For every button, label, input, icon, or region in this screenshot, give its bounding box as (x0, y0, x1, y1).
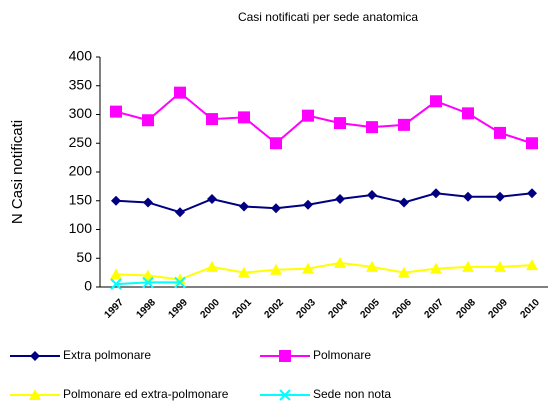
data-point (238, 266, 250, 278)
data-point (462, 260, 474, 272)
data-point (495, 191, 505, 202)
y-tick-label: 300 (69, 105, 93, 121)
data-point (111, 195, 121, 206)
y-tick-label: 100 (69, 220, 93, 236)
legend-marker (279, 350, 291, 362)
data-point (334, 256, 346, 268)
x-tick-label: 2007 (422, 297, 446, 321)
data-point (270, 263, 282, 275)
data-point (526, 259, 538, 271)
y-tick-label: 150 (69, 191, 93, 207)
y-axis-label: N Casi notificati (9, 120, 26, 224)
legend-marker (279, 389, 291, 401)
chart-title: Casi notificati per sede anatomica (238, 10, 418, 24)
data-point (142, 114, 154, 127)
x-tick-label: 2004 (326, 297, 350, 321)
data-point (174, 86, 186, 99)
data-point (494, 126, 506, 139)
x-tick-label: 2009 (486, 297, 510, 321)
series-line (115, 261, 533, 281)
data-point (175, 207, 185, 218)
y-tick-label: 200 (69, 163, 93, 179)
x-tick-label: 2010 (518, 297, 542, 321)
x-tick-label: 2001 (230, 297, 254, 321)
y-tick-label: 350 (69, 76, 93, 92)
legend-label: Extra polmonare (63, 348, 151, 362)
data-point (462, 107, 474, 120)
data-point (335, 194, 345, 205)
data-point (206, 113, 218, 126)
data-point (174, 276, 186, 289)
x-tick-label: 1999 (166, 297, 190, 321)
data-point (142, 269, 154, 281)
data-point (143, 197, 153, 208)
data-point (239, 201, 249, 212)
y-tick-label: 0 (84, 278, 92, 294)
x-tick-label: 2003 (294, 297, 318, 321)
data-point (110, 105, 122, 118)
x-tick-label: 2002 (262, 297, 286, 321)
data-point (526, 137, 538, 150)
y-tick-label: 400 (69, 48, 93, 64)
x-tick-label: 2006 (390, 297, 414, 321)
series-line (115, 192, 533, 214)
data-point (110, 268, 122, 280)
x-tick-label: 2000 (198, 297, 222, 321)
x-tick-label: 1998 (134, 297, 158, 321)
data-point (238, 111, 250, 124)
legend-marker (30, 351, 40, 361)
data-point (302, 262, 314, 274)
data-point (206, 260, 218, 272)
legend-label: Polmonare ed extra-polmonare (63, 387, 229, 401)
data-point (430, 262, 442, 274)
data-point (110, 278, 122, 290)
y-tick-label: 50 (76, 249, 92, 265)
data-point (463, 191, 473, 202)
data-point (302, 109, 314, 122)
x-tick-label: 2008 (454, 297, 478, 321)
data-point (366, 260, 378, 272)
data-point (430, 95, 442, 108)
data-point (431, 188, 441, 199)
data-point (207, 194, 217, 205)
data-point (303, 199, 313, 210)
x-tick-label: 1997 (102, 297, 126, 321)
legend-marker (29, 389, 41, 400)
data-point (271, 203, 281, 214)
data-point (398, 266, 410, 278)
data-point (142, 276, 154, 289)
legend-label: Sede non nota (313, 387, 391, 401)
legend-label: Polmonare (313, 348, 371, 362)
data-point (399, 197, 409, 208)
data-point (367, 190, 377, 200)
data-point (527, 188, 537, 199)
data-point (366, 121, 378, 134)
data-point (270, 137, 282, 150)
data-point (334, 117, 346, 130)
data-point (494, 260, 506, 272)
y-tick-label: 250 (69, 134, 93, 150)
x-tick-label: 2005 (358, 297, 382, 321)
data-point (398, 118, 410, 131)
